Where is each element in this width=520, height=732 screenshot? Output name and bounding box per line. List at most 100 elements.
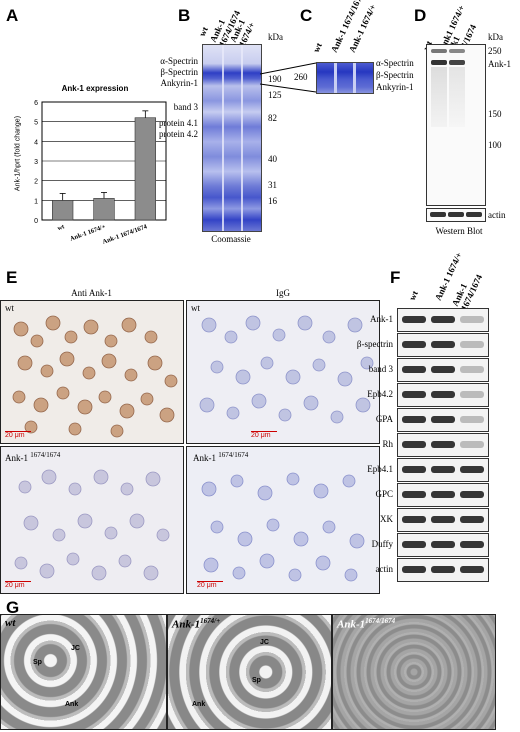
blot-row-label: Epb4.2 [367,389,393,399]
y-tick-label: 2 [34,179,38,186]
panel-label-a: A [6,6,19,25]
marker-190: 190 [268,74,282,84]
blot-band [460,466,484,473]
band-protein-4-1: protein 4.1 [159,118,198,128]
blot-band [431,466,455,473]
kda-label-d: kDa [488,32,503,42]
cells-blue-2 [201,472,365,582]
blot-row [397,358,489,382]
em-label-sup: 1674/1674 [365,617,396,625]
blot-row [397,458,489,482]
lane-label-wt-c: wt [310,41,325,54]
wb-caption: Western Blot [435,226,483,236]
blot-band [460,316,484,323]
blot-band [431,416,455,423]
blot-band [460,541,484,548]
em-marker-ank: Ank [65,701,79,708]
blot-row-label: GPC [375,489,393,499]
actin-blot-d [426,208,486,222]
band-protein-4-2: protein 4.2 [159,129,198,139]
band-band-3: band 3 [173,102,198,112]
marker-260: 260 [294,72,308,82]
tile-label: wt [5,303,14,313]
em-marker-jc: JC [260,639,269,646]
c-band-beta: β-Spectrin [376,70,414,80]
y-tick-label: 5 [34,120,38,127]
tile-label-sup: 1674/1674 [30,451,61,459]
marker-40: 40 [268,154,277,164]
blot-band [402,441,426,448]
zoom-gel [316,62,374,94]
tile-label: wt [191,303,200,313]
blot-row-label: Duffy [371,539,393,549]
blot-row-label: XK [380,514,393,524]
panel-label-d: D [414,6,427,25]
marker-ank1: Ank-1 [488,59,511,69]
tile-label-sup: 1674/1674 [218,451,249,459]
blot-band [460,516,484,523]
panel-label-b: B [178,6,191,25]
blot-band [460,441,484,448]
blot-band [402,541,426,548]
band-ankyrin-1: Ankyrin-1 [160,78,199,88]
panel-c: wt Ank-1 1674/1674 Ank-1 1674/+ 260 α-Sp… [290,0,420,100]
blot-row-label: GPA [375,414,393,424]
blot-row [397,558,489,582]
scale-bar: 20 μm [5,431,31,439]
col-title-anti-ank1: Anti Ank-1 [71,288,112,298]
panel-e: Anti Ank-1 IgG wt 20 μm [0,280,380,596]
blot-band [402,366,426,373]
chart-title: Ank-1 expression [61,84,129,93]
blot-band [402,416,426,423]
blot-band [431,341,455,348]
em-marker-jc: JC [71,645,80,652]
y-tick-label: 6 [34,100,38,107]
zoom-connector [260,62,317,93]
blot-row-label: Rh [382,439,393,449]
blot-row-label: Ank-1 [370,314,393,324]
tile-label: Ank-1 1674/1674 [193,451,248,463]
panel-label-c: C [300,6,313,25]
blot-band [431,491,455,498]
marker-100: 100 [488,140,502,150]
blot-row [397,308,489,332]
panel-d: wt Ank1 1674/+ Ank1 1674/1674 kDa 250 An… [410,0,520,260]
blot-band [402,316,426,323]
band-beta-spectrin: β-Spectrin [160,67,198,77]
marker-16: 16 [268,196,277,206]
y-tick-label: 1 [34,198,38,205]
lane-label-wt-f: wt [406,289,421,302]
scale-bar: 20 μm [5,581,31,589]
tile-label: Ank-1 1674/1674 [5,451,60,463]
y-tick-label: 3 [34,159,38,166]
marker-31: 31 [268,180,277,190]
blot-band [431,316,455,323]
blot-band [402,516,426,523]
blot-band [431,516,455,523]
blot-band [460,366,484,373]
blot-row-label: band 3 [368,364,393,374]
col-title-igg: IgG [276,288,290,298]
y-tick-label: 4 [34,139,38,146]
blot-band [402,391,426,398]
blot-band [431,566,455,573]
blot-band [402,566,426,573]
cells-pale [14,469,170,581]
c-band-ankyrin: Ankyrin-1 [376,82,414,92]
ihc-tile-mut-anti: Ank-1 1674/1674 20 μm [0,446,184,594]
tile-label-name: Ank-1 [5,453,28,463]
panel-label-f: F [390,268,401,287]
blot-row [397,333,489,357]
blot-band [460,491,484,498]
western-blot [426,44,486,206]
ihc-tile-wt-igg: wt 20 μm [186,300,380,444]
em-label: wt [5,617,16,629]
kda-label-b: kDa [268,32,283,42]
cells-brown [12,315,178,438]
em-label-sup: 1674/+ [200,617,221,625]
blot-row [397,533,489,557]
em-marker-ank: Ank [192,701,206,708]
panel-b: wt Ank-1 1674/1674 Ank-1 1674/+ kDa 190 … [130,0,290,260]
blot-band [460,566,484,573]
